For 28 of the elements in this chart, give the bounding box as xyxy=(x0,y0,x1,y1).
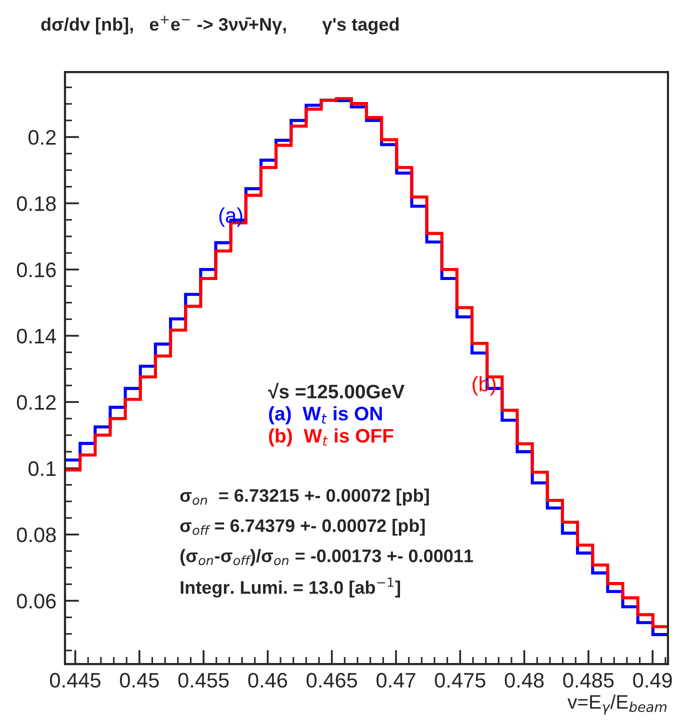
text: (b) W$_{t}$ is OFF xyxy=(269,428,394,447)
text: (a) W$_{t}$ is ON xyxy=(269,406,382,424)
x-tick-label: 0.48 xyxy=(504,672,544,688)
chart-title: dσ/dv [nb], e$^{+}$e$^{−}$ -> 3νν̄+Nγ, γ's taged xyxy=(41,16,399,34)
x-tick-label: 0.465 xyxy=(306,672,358,688)
y-tick-label: 0.06 xyxy=(16,594,56,609)
annotation: Integr. Lumi. = 13.0 [ab$^{−1}$] xyxy=(180,578,400,598)
annotation: σ$_{on}$ = 6.73215 +- 0.00072 [pb] xyxy=(180,488,429,506)
annotation: σ$_{off}$ = 6.74379 +- 0.00072 [pb] xyxy=(180,518,425,536)
y-tick-label: 0.2 xyxy=(28,130,56,145)
x-tick-label: 0.46 xyxy=(248,672,288,688)
y-tick-label: 0.16 xyxy=(16,262,56,278)
y-tick-label: 0.1 xyxy=(28,461,56,476)
x-tick-label: 0.45 xyxy=(120,672,159,688)
y-tick-label: 0.08 xyxy=(16,528,56,542)
y-tick-label: 0.14 xyxy=(16,328,56,344)
annotation: (b) xyxy=(472,376,496,396)
y-tick-label: 0.18 xyxy=(16,196,56,212)
x-axis-title: v=E$_{γ}$/E$_{beam}$ xyxy=(568,694,667,715)
annotation: (σ$_{on}$-σ$_{off}$)/σ$_{on}$ = -0.00173 +- 0.00011 xyxy=(180,549,474,566)
y-tick-label: 0.12 xyxy=(16,395,56,410)
x-tick-label: 0.445 xyxy=(50,672,100,688)
x-tick-label: 0.455 xyxy=(178,672,229,688)
x-tick-label: 0.49 xyxy=(633,672,672,688)
legend-title: √s =125.00GeV xyxy=(268,382,405,399)
x-tick-label: 0.475 xyxy=(434,672,486,688)
x-tick-label: 0.485 xyxy=(563,672,614,688)
x-tick-label: 0.47 xyxy=(376,672,416,688)
